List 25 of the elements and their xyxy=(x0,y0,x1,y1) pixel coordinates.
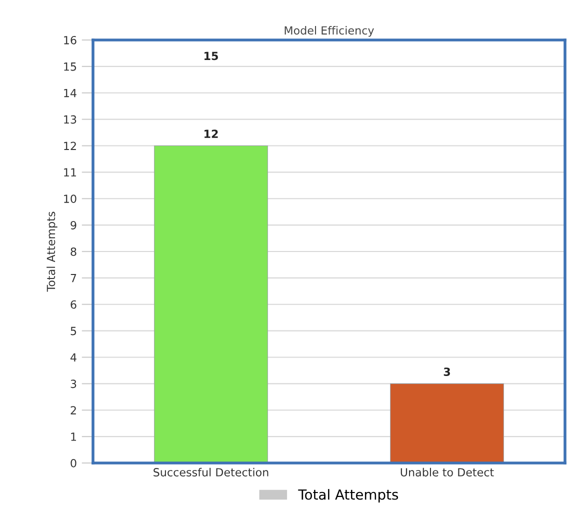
y-tick-label: 3 xyxy=(70,380,76,388)
y-tick-label: 10 xyxy=(64,194,76,204)
y-tick-label: 9 xyxy=(70,221,76,230)
y-tick-label: 5 xyxy=(70,326,76,336)
y-tick-label: 16 xyxy=(64,36,76,44)
y-tick-label: 2 xyxy=(70,406,76,414)
chart-title: Model Efficiency xyxy=(284,26,374,37)
y-tick-label: 15 xyxy=(64,62,76,71)
y-tick-label: 8 xyxy=(70,247,76,256)
y-tick-label: 13 xyxy=(64,115,76,124)
y-tick-label: 1 xyxy=(71,432,76,441)
y-tick-label: 11 xyxy=(64,168,76,176)
annotation: 15 xyxy=(204,52,218,60)
y-tick-label: 14 xyxy=(64,88,76,98)
y-tick-label: 4 xyxy=(70,353,76,362)
y-tick-label: 7 xyxy=(70,274,76,282)
data-label: 12 xyxy=(204,130,218,138)
x-tick-label: Unable to Detect xyxy=(400,468,494,476)
y-tick-label: 0 xyxy=(70,458,76,468)
y-tick-label: 6 xyxy=(70,300,76,309)
data-label: 3 xyxy=(444,368,450,376)
series-label: Total Attempts xyxy=(298,489,398,502)
x-tick-label: Successful Detection xyxy=(154,468,268,476)
y-tick-label: 12 xyxy=(64,142,76,150)
y-axis-title: Total Attempts xyxy=(46,212,58,292)
